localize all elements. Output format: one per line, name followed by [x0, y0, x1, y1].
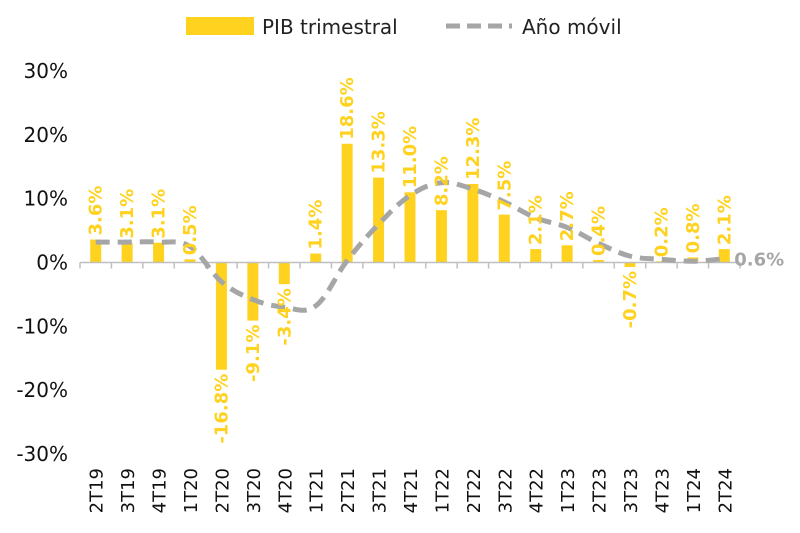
- y-tick-label: -20%: [16, 378, 68, 402]
- y-axis: 30% 20% 10% 0% -10% -20% -30%: [16, 59, 68, 466]
- bar-value-label: 0.5%: [180, 205, 201, 255]
- bar: [215, 262, 227, 370]
- x-tick-label: 4T21: [401, 468, 422, 513]
- x-tick-label: 1T23: [558, 468, 579, 513]
- bar-value-label: 8.2%: [431, 156, 452, 206]
- bar: [624, 262, 636, 267]
- y-tick-label: -10%: [16, 314, 68, 338]
- x-tick-label: 1T22: [432, 468, 453, 513]
- y-tick-label: 0%: [36, 251, 68, 275]
- bar-value-label: 3.1%: [149, 189, 170, 239]
- x-axis-ticks: [79, 262, 741, 269]
- trend-line: [95, 180, 725, 313]
- bar: [153, 242, 165, 263]
- bar: [278, 262, 290, 285]
- bar-value-label: 18.6%: [337, 77, 358, 139]
- bars: [90, 143, 730, 370]
- x-tick-label: 3T23: [621, 468, 642, 513]
- x-tick-label: 3T21: [370, 468, 391, 513]
- legend-line-label: Año móvil: [522, 15, 622, 39]
- legend-bar-swatch: [186, 17, 254, 35]
- x-tick-label: 2T21: [338, 468, 359, 513]
- bar-value-label: 7.5%: [494, 161, 515, 211]
- bar: [593, 259, 605, 263]
- bar: [310, 253, 322, 263]
- bar: [404, 192, 416, 263]
- x-tick-label: 1T24: [684, 468, 705, 513]
- bar-value-label: 1.4%: [306, 200, 327, 250]
- bar-value-label: 3.1%: [117, 189, 138, 239]
- bar-value-label: -3.4%: [274, 288, 295, 345]
- x-tick-label: 1T20: [181, 468, 202, 513]
- legend-bar-label: PIB trimestral: [262, 15, 398, 39]
- bar: [498, 214, 510, 263]
- x-tick-label: 2T22: [464, 468, 485, 513]
- bar: [341, 143, 353, 263]
- x-tick-label: 2T20: [212, 468, 233, 513]
- bar: [561, 245, 573, 263]
- bar: [530, 249, 542, 263]
- y-tick-label: 30%: [24, 59, 68, 83]
- bar-value-label: 12.3%: [463, 118, 484, 180]
- bar-value-label: -9.1%: [243, 325, 264, 382]
- legend: PIB trimestral Año móvil: [186, 15, 622, 39]
- x-tick-label: 4T22: [527, 468, 548, 513]
- x-tick-label: 4T23: [652, 468, 673, 513]
- bar: [247, 262, 259, 321]
- bar-value-label: -0.7%: [620, 271, 641, 328]
- x-tick-label: 1T21: [307, 468, 328, 513]
- bar: [90, 239, 102, 263]
- bar-value-label: 0.4%: [589, 206, 610, 256]
- x-tick-label: 3T20: [244, 468, 265, 513]
- bar: [718, 249, 730, 263]
- bar-value-label: 11.0%: [400, 126, 421, 188]
- x-tick-label: 3T19: [118, 468, 139, 513]
- bar-value-label: 2.1%: [526, 195, 547, 245]
- bar: [435, 210, 447, 263]
- x-tick-label: 3T22: [495, 468, 516, 513]
- x-tick-label: 2T23: [590, 468, 611, 513]
- x-axis-labels: 2T19 3T19 4T19 1T20 2T20 3T20 4T20 1T21 2T21 3T21…: [87, 468, 737, 513]
- y-tick-label: -30%: [16, 442, 68, 466]
- bar-value-label: 2.1%: [714, 195, 735, 245]
- bar-value-label: 2.7%: [557, 191, 578, 241]
- bar: [121, 242, 133, 263]
- bar-value-label: 0.8%: [683, 203, 704, 253]
- bar-value-label: -16.8%: [211, 374, 232, 444]
- x-tick-label: 2T24: [715, 468, 736, 513]
- bar-labels: 3.6% 3.1% 3.1% 0.5% -16.8% -9.1% -3.4% 1.4% 18.6…: [86, 77, 736, 443]
- trend-end-label: 0.6%: [734, 250, 784, 271]
- bar: [184, 259, 196, 263]
- bar-value-label: 3.6%: [86, 186, 107, 236]
- bar-value-label: 13.3%: [369, 111, 390, 173]
- x-tick-label: 2T19: [87, 468, 108, 513]
- y-tick-label: 20%: [24, 123, 68, 147]
- x-tick-label: 4T20: [275, 468, 296, 513]
- y-tick-label: 10%: [24, 187, 68, 211]
- bar: [373, 177, 385, 263]
- bar: [467, 183, 479, 263]
- x-tick-label: 4T19: [150, 468, 171, 513]
- bar-value-label: 0.2%: [651, 207, 672, 257]
